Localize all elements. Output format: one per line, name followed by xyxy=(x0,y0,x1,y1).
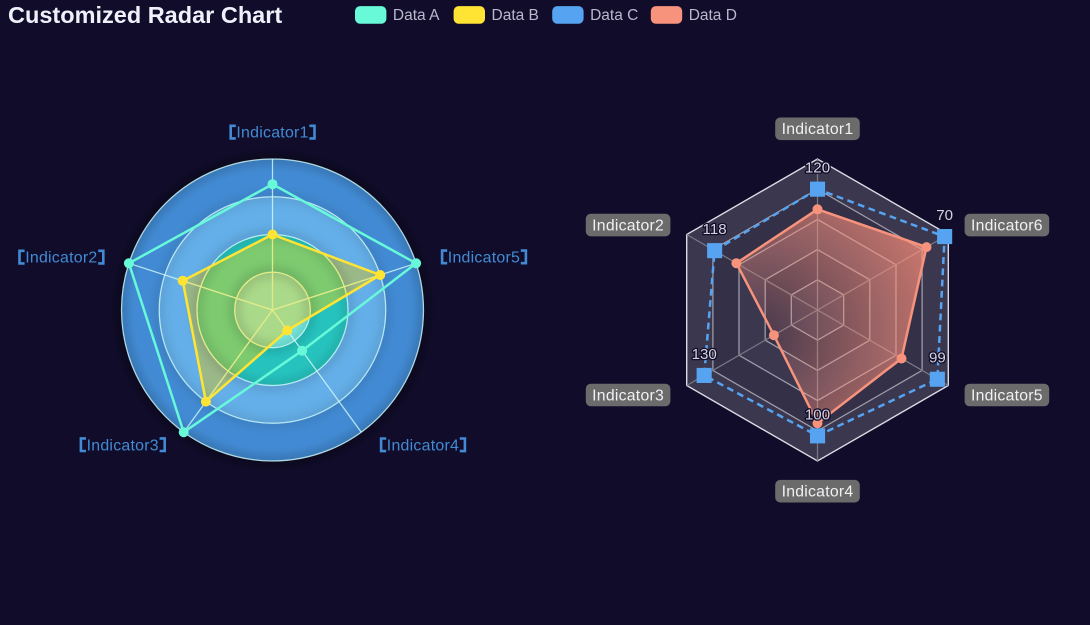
svg-text:Indicator6: Indicator6 xyxy=(971,217,1043,234)
svg-text:Indicator4: Indicator4 xyxy=(387,437,459,454)
svg-text:Indicator5: Indicator5 xyxy=(971,387,1043,404)
svg-text:100: 100 xyxy=(805,406,830,423)
svg-text:Indicator3: Indicator3 xyxy=(87,437,159,454)
svg-text:130: 130 xyxy=(692,346,717,363)
svg-text:Indicator1: Indicator1 xyxy=(782,121,854,138)
svg-text:Data D: Data D xyxy=(689,7,737,24)
svg-text:Indicator4: Indicator4 xyxy=(782,484,854,501)
svg-text:120: 120 xyxy=(805,160,830,177)
svg-text:118: 118 xyxy=(703,221,727,238)
svg-text:Data A: Data A xyxy=(393,7,440,24)
svg-text:70: 70 xyxy=(936,207,953,224)
svg-text:Indicator2: Indicator2 xyxy=(592,217,664,234)
svg-text:Indicator5: Indicator5 xyxy=(448,250,520,267)
svg-text:Indicator2: Indicator2 xyxy=(25,250,97,267)
svg-text:Data C: Data C xyxy=(590,7,638,24)
svg-text:Data B: Data B xyxy=(492,7,539,24)
svg-text:99: 99 xyxy=(929,350,946,367)
svg-text:Customized Radar Chart: Customized Radar Chart xyxy=(8,2,282,28)
svg-text:Indicator1: Indicator1 xyxy=(236,125,308,142)
svg-text:Indicator3: Indicator3 xyxy=(592,387,664,404)
